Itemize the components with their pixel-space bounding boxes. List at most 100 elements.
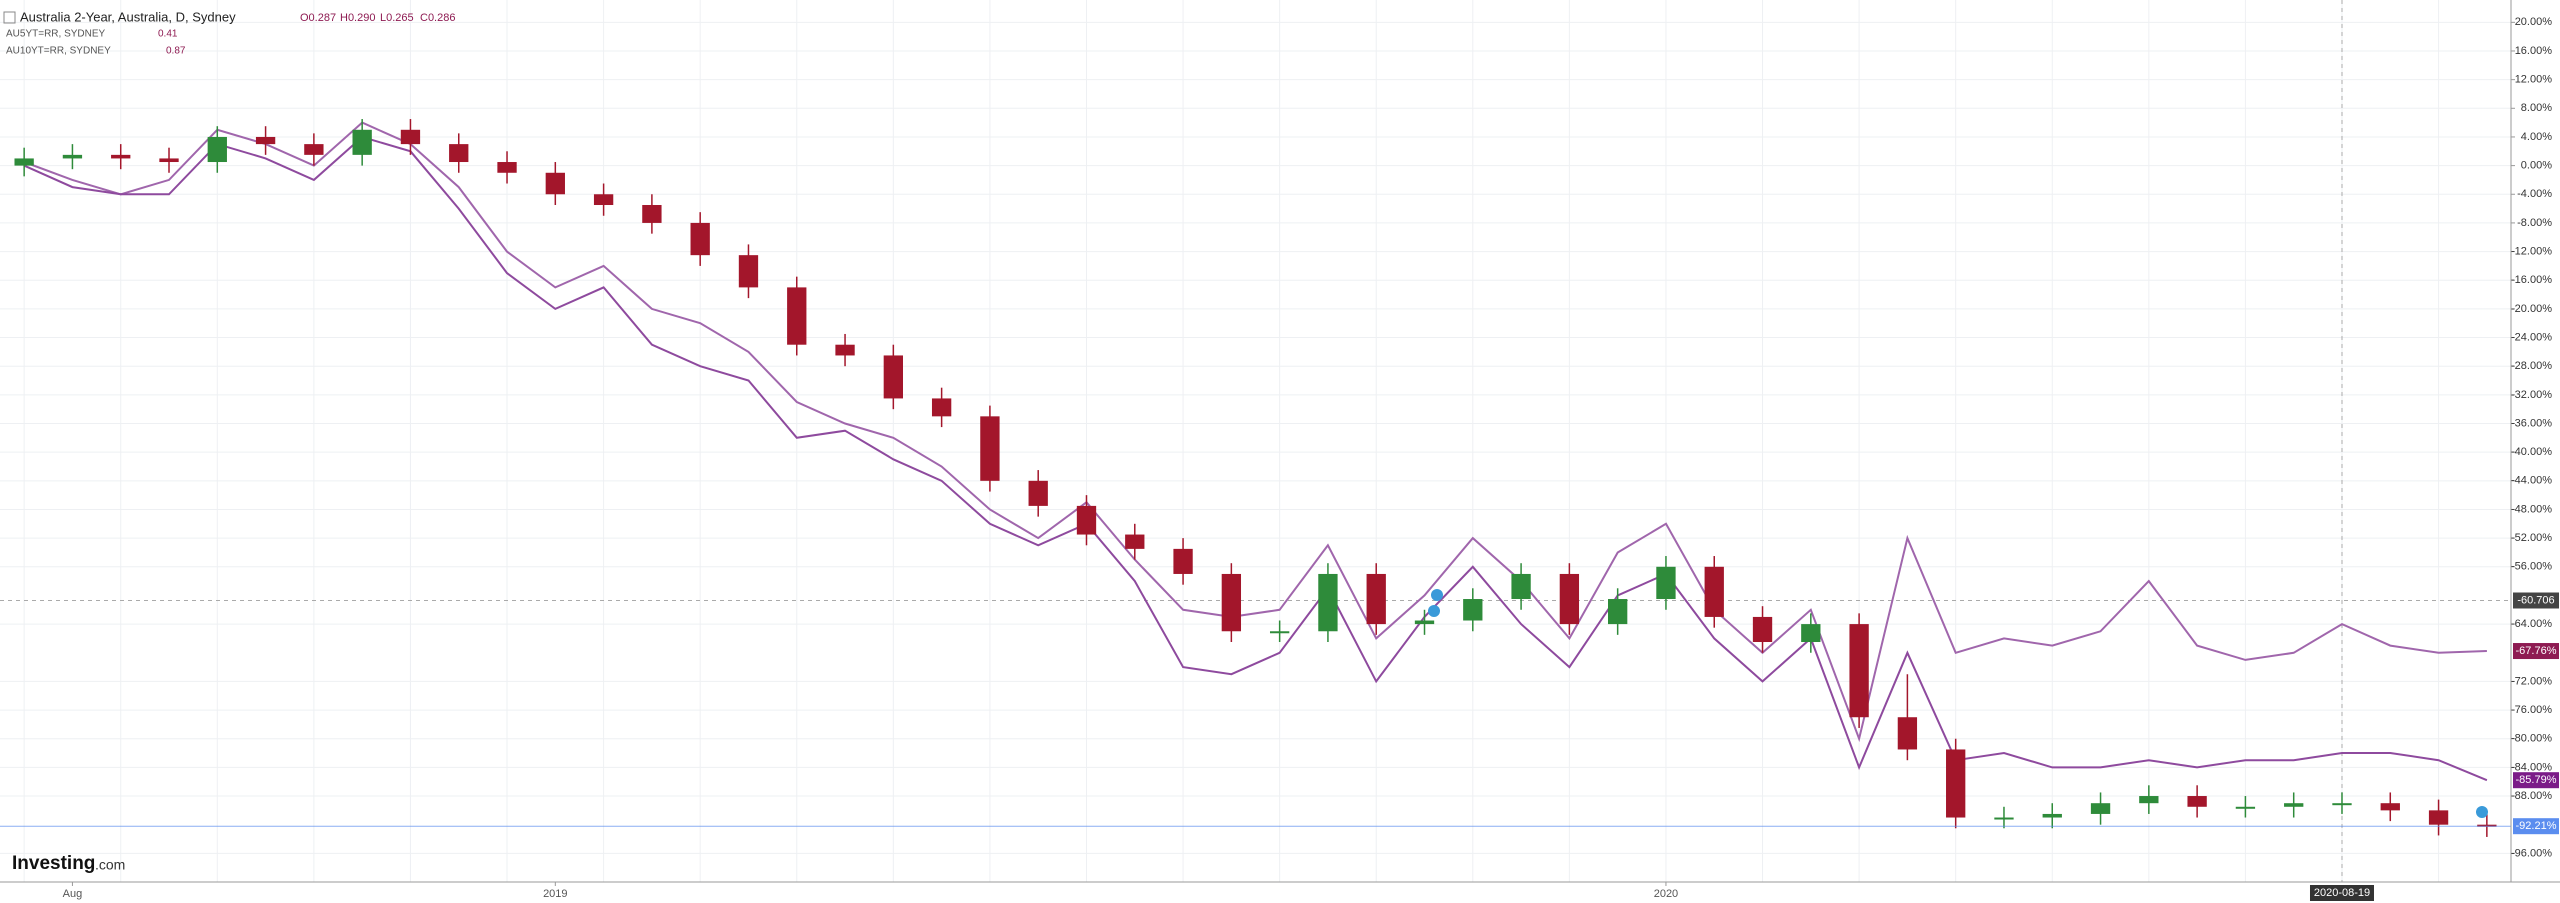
y-tick-label: -40.00% — [2511, 446, 2552, 458]
y-tick-label: -8.00% — [2517, 217, 2552, 229]
y-tick-label: -64.00% — [2511, 618, 2552, 630]
candle-body — [2235, 806, 2256, 809]
candle-body — [690, 222, 710, 256]
candle-body — [593, 194, 614, 206]
y-tick-label: -88.00% — [2511, 790, 2552, 802]
candle-body — [883, 355, 903, 399]
candle-body — [931, 398, 952, 417]
candle-body — [1656, 566, 1676, 600]
candle-body — [545, 172, 565, 195]
y-tick-label: -32.00% — [2511, 389, 2552, 401]
y-tick-label: -56.00% — [2511, 561, 2552, 573]
candle-body — [159, 158, 179, 163]
y-tick-label: -80.00% — [2511, 733, 2552, 745]
candle-body — [2187, 796, 2207, 807]
y-tick-label: 12.00% — [2515, 74, 2553, 86]
y-tick-label: -24.00% — [2511, 331, 2552, 343]
legend-value: 0.87 — [166, 46, 186, 57]
candle-body — [1125, 534, 1145, 549]
candle-body — [642, 205, 662, 223]
last-value-label: -92.21% — [2516, 820, 2557, 832]
y-tick-label: -76.00% — [2511, 704, 2552, 716]
crosshair-x-badge — [2309, 885, 2374, 901]
candle-body — [835, 344, 855, 356]
y-tick-label: -52.00% — [2511, 532, 2552, 544]
ohlc-value: O0.287 — [300, 12, 336, 24]
crosshair-y-label: -60.706 — [2517, 594, 2554, 606]
candle-body — [1028, 480, 1048, 506]
candle-body — [111, 154, 131, 159]
candle-body — [14, 158, 34, 166]
y-tick-label: 20.00% — [2515, 16, 2553, 28]
candle-body — [1173, 548, 1193, 574]
event-marker[interactable] — [1428, 605, 1440, 617]
x-tick-label: Aug — [63, 888, 83, 900]
candle-body — [1897, 717, 1918, 750]
event-marker[interactable] — [2476, 806, 2488, 818]
y-tick-label: -4.00% — [2517, 188, 2552, 200]
candle-body — [1221, 573, 1242, 632]
ohlc-value: H0.290 — [340, 12, 375, 24]
candle-body — [497, 162, 517, 173]
ohlc-values: O0.287 H0.290 L0.265 C0.286 — [300, 12, 455, 24]
candle-body — [352, 129, 372, 155]
event-markers — [1428, 589, 2488, 818]
last-value-badge — [2513, 818, 2559, 835]
candle-body — [1076, 505, 1097, 535]
collapse-icon[interactable] — [3, 11, 16, 24]
candle-body — [1801, 624, 1821, 643]
candle-body — [1269, 631, 1290, 634]
candle-body — [738, 255, 759, 288]
candle-body — [2428, 810, 2449, 825]
candle-body — [1366, 573, 1386, 625]
x-tick-label: 2020 — [1654, 888, 1678, 900]
y-tick-label: 16.00% — [2515, 45, 2553, 57]
legend-series: AU10YT=RR, SYDNEY — [6, 46, 111, 57]
series-line — [23, 135, 2488, 782]
y-tick-label: 0.00% — [2521, 160, 2552, 172]
candle-body — [1704, 566, 1724, 617]
candle-body — [2139, 796, 2159, 804]
logo: Investing .com — [12, 853, 125, 874]
y-tick-label: 4.00% — [2521, 131, 2552, 143]
legend-value: 0.41 — [158, 29, 178, 40]
candle-body — [449, 144, 469, 163]
candle-body — [255, 136, 276, 145]
last-value-badge — [2513, 772, 2559, 789]
plot — [0, 119, 2511, 837]
candle-body — [1608, 599, 1628, 625]
candle-body — [1463, 599, 1483, 621]
candle-body — [787, 287, 807, 345]
candle-body — [1511, 573, 1531, 600]
candle-body — [62, 154, 83, 159]
y-tick-label: -84.00% — [2511, 761, 2552, 773]
candle-body — [1994, 817, 2014, 820]
candle-body — [1559, 573, 1580, 625]
y-tick-label: -36.00% — [2511, 417, 2552, 429]
event-marker[interactable] — [1431, 589, 1443, 601]
legend: Australia 2-Year, Australia, D, Sydney O… — [3, 9, 455, 57]
candle-body — [207, 136, 227, 163]
candle-body — [2042, 813, 2062, 818]
logo-suffix: .com — [95, 857, 125, 873]
y-tick-label: 8.00% — [2521, 102, 2552, 114]
logo-name: Investing — [12, 853, 95, 874]
y-tick-label: -44.00% — [2511, 475, 2552, 487]
candle-body — [304, 144, 324, 155]
candle-body — [2380, 803, 2400, 811]
candle-body — [2332, 803, 2352, 806]
crosshair-y-badge — [2513, 592, 2559, 609]
axis-labels: 20.00% 16.00% 12.00% 8.00% 4.00% 0.00% -4.00% -… — [63, 16, 2559, 901]
ohlc-value: L0.265 — [380, 12, 414, 24]
last-value-label: -67.76% — [2516, 645, 2557, 657]
x-tick-label: 2019 — [543, 888, 567, 900]
legend-series: AU5YT=RR, SYDNEY — [6, 29, 106, 40]
crosshair-x-label: 2020-08-19 — [2314, 887, 2370, 899]
candle-body — [2284, 803, 2304, 807]
y-tick-label: -48.00% — [2511, 503, 2552, 515]
candle-body — [1752, 616, 1773, 643]
legend-title: Australia 2-Year, Australia, D, Sydney — [20, 9, 236, 24]
y-tick-label: -28.00% — [2511, 360, 2552, 372]
